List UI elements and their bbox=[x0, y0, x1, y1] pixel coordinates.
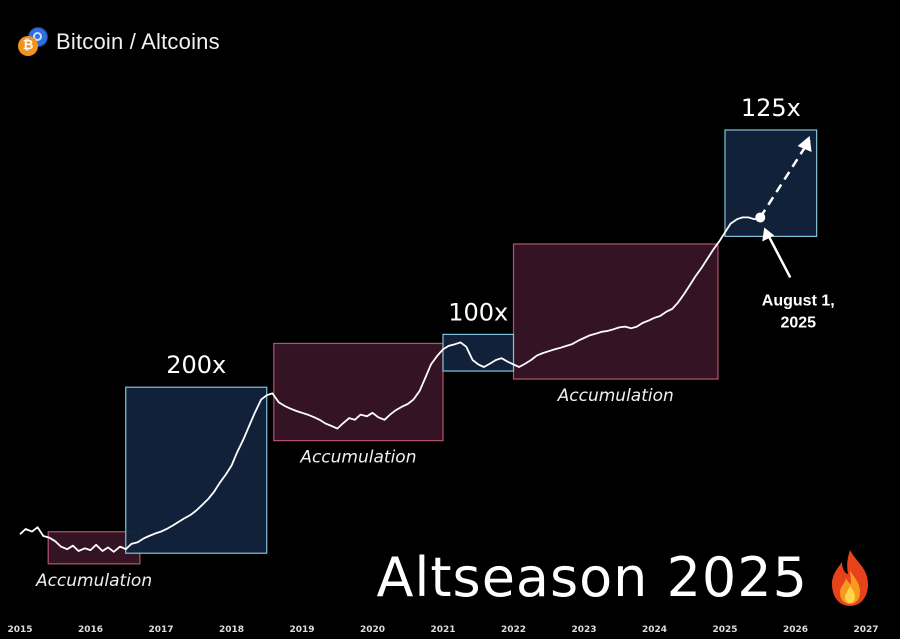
fire-icon bbox=[832, 549, 868, 606]
annotation-text-line-2: 2025 bbox=[780, 314, 816, 331]
x-tick-label-2026: 2026 bbox=[783, 625, 808, 635]
x-tick-label-2016: 2016 bbox=[78, 625, 103, 635]
annotation-text-line-1: August 1, bbox=[762, 292, 835, 309]
x-tick-label-2020: 2020 bbox=[360, 625, 385, 635]
accumulation-label-1: Accumulation bbox=[35, 571, 152, 591]
projection-line bbox=[759, 139, 811, 219]
accumulation-label-3: Accumulation bbox=[557, 386, 674, 406]
bitcoin-icon: ₿ bbox=[18, 36, 38, 56]
chart-header: ₿ Bitcoin / Altcoins bbox=[18, 26, 220, 58]
x-tick-label-2017: 2017 bbox=[148, 625, 173, 635]
annotation-arrow bbox=[765, 230, 792, 279]
accumulation-label-2: Accumulation bbox=[299, 448, 416, 468]
pump-label-2: 100x bbox=[448, 298, 508, 326]
x-tick-label-2027: 2027 bbox=[853, 625, 878, 635]
x-tick-label-2024: 2024 bbox=[642, 625, 667, 635]
headline-text: Altseason 2025 bbox=[376, 546, 808, 609]
pump-box-2 bbox=[442, 333, 515, 372]
pump-label-1: 200x bbox=[166, 351, 226, 379]
bitcoin-altcoin-icon: ₿ bbox=[18, 27, 48, 57]
x-tick-label-2018: 2018 bbox=[219, 625, 244, 635]
accumulation-box-2 bbox=[273, 342, 444, 442]
x-tick-label-2015: 2015 bbox=[7, 625, 32, 635]
pump-box-1 bbox=[125, 386, 268, 554]
projection-arrowhead bbox=[797, 136, 812, 152]
x-tick-label-2025: 2025 bbox=[712, 625, 737, 635]
pump-label-3: 125x bbox=[741, 94, 801, 122]
price-line bbox=[19, 216, 761, 553]
headline: Altseason 2025 bbox=[376, 546, 874, 609]
annotation-point bbox=[755, 212, 766, 223]
x-tick-label-2023: 2023 bbox=[571, 625, 596, 635]
chart-title: Bitcoin / Altcoins bbox=[56, 29, 220, 54]
accumulation-box-3 bbox=[512, 243, 719, 380]
annotation-arrowhead bbox=[762, 227, 775, 242]
x-tick-label-2022: 2022 bbox=[501, 625, 526, 635]
x-tick-label-2019: 2019 bbox=[289, 625, 314, 635]
x-tick-label-2021: 2021 bbox=[430, 625, 455, 635]
